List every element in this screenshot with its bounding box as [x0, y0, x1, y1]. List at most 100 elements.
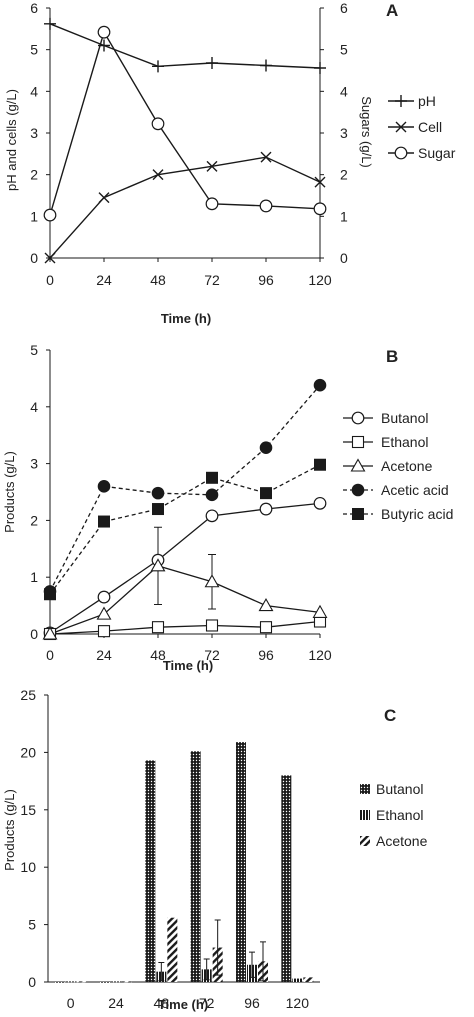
y-tick-label: 3	[30, 456, 38, 472]
legend-label: Butanol	[381, 410, 428, 426]
data-point-ph	[44, 17, 56, 30]
x-tick-label: 120	[286, 995, 310, 1011]
legend-label: Butyric acid	[381, 506, 453, 522]
panel-a-legend: pH Cell Sugar	[388, 93, 456, 161]
data-point-sugar	[313, 202, 327, 216]
data-point-acetone	[204, 574, 220, 588]
error-bar	[203, 958, 210, 981]
bar-ethanol	[292, 978, 303, 982]
y-tick-label: 5	[30, 342, 38, 358]
y-tick-label: 0	[28, 974, 36, 990]
y2-tick-label: 3	[340, 125, 348, 141]
legend-marker	[394, 146, 408, 160]
y2-tick-label: 4	[340, 83, 348, 99]
y-tick-label: 20	[20, 744, 36, 760]
bar-acetone	[167, 917, 178, 982]
legend-swatch	[360, 836, 370, 846]
y-tick-label: 5	[30, 42, 38, 58]
legend-marker	[395, 121, 407, 133]
data-point-butyric-acid	[206, 471, 218, 484]
data-point-ph	[152, 60, 164, 73]
error-bar	[249, 951, 255, 978]
data-point-ethanol	[259, 621, 273, 634]
legend-label: Ethanol	[376, 807, 423, 823]
data-point-sugar	[151, 117, 165, 131]
error-bar	[260, 941, 266, 982]
x-tick-label: 0	[67, 995, 75, 1011]
data-point-acetone	[258, 597, 274, 612]
data-point-acetic-acid	[97, 480, 111, 493]
data-point-butanol	[259, 502, 273, 516]
data-point-ph	[314, 62, 326, 74]
legend-swatch	[360, 810, 370, 820]
data-point-sugar	[43, 208, 57, 222]
data-point-ph	[260, 59, 272, 72]
panel-a-ylabel: pH and cells (g/L)	[4, 89, 19, 191]
legend-label: Acetic acid	[381, 482, 449, 498]
y-tick-label: 0	[30, 626, 38, 642]
data-point-cell	[98, 192, 110, 204]
data-point-cell	[44, 252, 56, 264]
bar-butanol	[190, 751, 201, 982]
y-tick-label: 0	[30, 250, 38, 266]
data-point-butyric-acid	[152, 503, 164, 516]
x-tick-label: 72	[199, 995, 215, 1011]
y-tick-label: 5	[28, 917, 36, 933]
data-point-butyric-acid	[314, 458, 326, 471]
y2-tick-label: 1	[340, 208, 348, 224]
data-point-cell	[206, 160, 218, 172]
panel-a: A pH and cells (g/L) Sugars (g/L) Time (…	[4, 0, 456, 326]
x-tick-label: 120	[308, 647, 332, 663]
legend-marker	[352, 508, 364, 520]
series-line-acetic-acid	[49, 384, 321, 592]
data-point-acetone	[312, 604, 328, 618]
bar-acetone	[76, 981, 87, 983]
series-line-ph	[49, 23, 321, 69]
y2-tick-label: 2	[340, 167, 348, 183]
series-line-butanol	[49, 502, 321, 634]
x-tick-label: 48	[154, 995, 170, 1011]
data-point-ph	[206, 57, 218, 69]
data-point-ethanol	[151, 621, 165, 634]
panel-c-marks	[54, 742, 314, 983]
data-point-butanol	[97, 590, 111, 604]
data-point-sugar	[259, 199, 273, 213]
panel-a-xlabel: Time (h)	[161, 311, 211, 326]
series-line-sugar	[49, 30, 321, 216]
x-tick-label: 24	[96, 272, 112, 288]
bar-butanol	[54, 982, 65, 983]
legend-marker	[350, 458, 366, 472]
series-line-acetone	[49, 565, 321, 635]
panel-b-legend: Butanol Ethanol Acetone Acetic acid Butyric …	[343, 410, 453, 522]
data-point-acetic-acid	[313, 378, 327, 392]
data-point-cell	[314, 176, 326, 188]
legend-marker	[351, 483, 365, 497]
data-point-butyric-acid	[98, 515, 110, 528]
series-line-cell	[49, 156, 321, 259]
bar-ethanol	[65, 981, 76, 983]
data-point-butyric-acid	[44, 588, 56, 601]
x-tick-label: 24	[108, 995, 124, 1011]
bar-butanol	[236, 742, 246, 982]
bar-acetone	[122, 981, 132, 983]
panel-c-legend: Butanol Ethanol Acetone	[360, 781, 428, 849]
panel-c-label: C	[384, 706, 396, 725]
panel-b-marks	[42, 378, 328, 641]
panel-c-xlabel: Time (h)	[158, 997, 208, 1012]
panel-b-label: B	[386, 347, 398, 366]
y2-tick-label: 6	[340, 0, 348, 16]
data-point-ethanol	[97, 625, 111, 638]
y2-tick-label: 5	[340, 42, 348, 58]
x-tick-label: 24	[96, 647, 112, 663]
panel-c: C Products (g/L) Time (h) 0 5 10 15 20 25 0 24 4…	[2, 687, 428, 1012]
bar-ethanol	[111, 981, 121, 983]
series-line-butyric-acid	[49, 464, 321, 595]
data-point-sugar	[205, 197, 219, 211]
legend-label: Ethanol	[381, 434, 428, 450]
legend-marker	[351, 435, 365, 449]
y-tick-label: 1	[30, 208, 38, 224]
x-tick-label: 96	[244, 995, 260, 1011]
x-tick-label: 48	[150, 272, 166, 288]
data-point-cell	[152, 169, 164, 181]
